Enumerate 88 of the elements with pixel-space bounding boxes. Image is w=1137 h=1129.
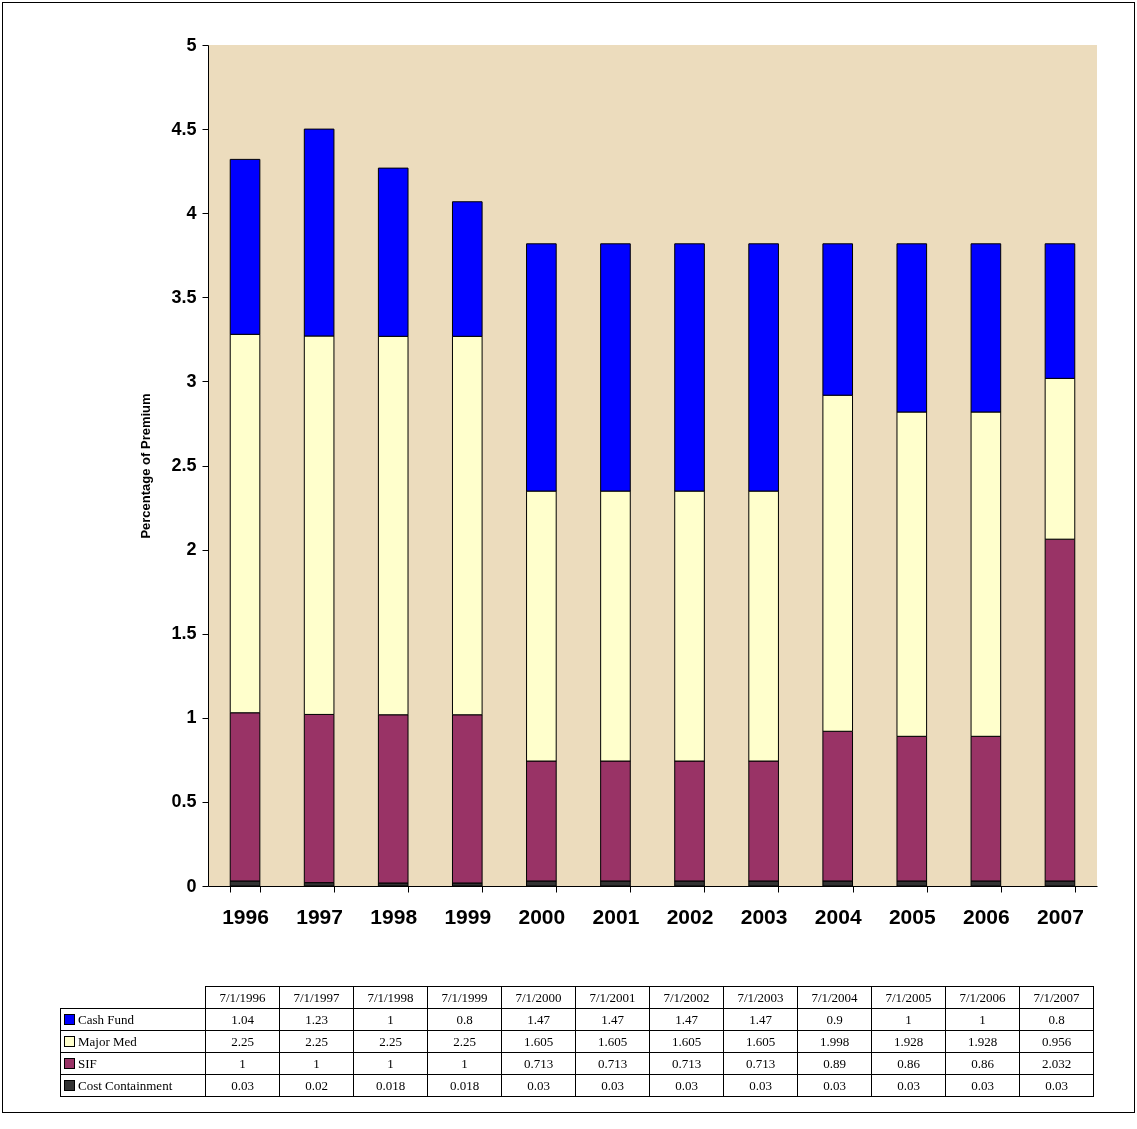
data-label: 0.03 [723,1074,798,1097]
data-label: 1.605 [649,1030,724,1053]
data-label: 0.018 [353,1074,428,1097]
data-label: 0.86 [871,1052,946,1075]
data-label: 0.03 [205,1074,280,1097]
data-label: 1 [427,1052,502,1075]
data-label: 1.47 [649,1008,724,1031]
data-label: 1.04 [205,1008,280,1031]
x-tick-label: 2000 [518,904,566,928]
text: 7/1/2001 [575,986,650,1009]
x-tick-label: 1996 [222,904,269,928]
data-label: 0.03 [871,1074,946,1097]
data-label: 0.03 [575,1074,650,1097]
data-label: 1.998 [797,1030,872,1053]
x-tick-label: 1999 [444,904,492,928]
x-tick-label: 2003 [740,904,788,928]
x-tick-label: 1997 [296,904,343,928]
text: 7/1/2005 [871,986,946,1009]
x-tick-label: 2007 [1037,904,1084,928]
data-label: 0.89 [797,1052,872,1075]
text: 7/1/2004 [797,986,872,1009]
legend-label: Major Med [60,1030,206,1053]
data-label: 1 [353,1052,428,1075]
data-label: 1 [205,1052,280,1075]
data-label: 1 [279,1052,354,1075]
data-label: 1.47 [723,1008,798,1031]
text: 7/1/1998 [353,986,428,1009]
data-label: 0.8 [427,1008,502,1031]
data-label: 0.02 [279,1074,354,1097]
y-tick-label: 4 [186,202,197,223]
data-label: 1.47 [501,1008,576,1031]
y-axis-title: Percentage of Premium [138,393,154,539]
x-tick-label: 2006 [963,904,1010,928]
data-label: 0.03 [945,1074,1020,1097]
y-tick-label: 3 [186,370,197,391]
text: 7/1/2003 [723,986,798,1009]
data-label: 2.032 [1019,1052,1094,1075]
data-label: 0.86 [945,1052,1020,1075]
text: 7/1/2002 [649,986,724,1009]
y-tick-label: 0 [186,875,197,896]
x-tick-label: 2001 [592,904,640,928]
text: 7/1/1996 [205,986,280,1009]
data-label: 2.25 [279,1030,354,1053]
data-label: 1 [945,1008,1020,1031]
data-label: 2.25 [427,1030,502,1053]
x-tick-label: 2004 [814,904,862,928]
y-tick-label: 5 [186,34,197,55]
data-label: 0.9 [797,1008,872,1031]
data-label: 0.713 [575,1052,650,1075]
data-label: 0.713 [501,1052,576,1075]
data-label: 0.713 [723,1052,798,1075]
data-label: 1.47 [575,1008,650,1031]
data-label: 1.928 [945,1030,1020,1053]
data-label: 1 [871,1008,946,1031]
y-tick-label: 3.5 [171,286,197,307]
data-label: 0.03 [501,1074,576,1097]
text: 7/1/2000 [501,986,576,1009]
data-label: 1.23 [279,1008,354,1031]
data-label: 1 [353,1008,428,1031]
data-label: 0.956 [1019,1030,1094,1053]
text: 7/1/2007 [1019,986,1094,1009]
y-tick-label: 1.5 [171,623,197,644]
y-tick-label: 2 [186,539,197,560]
y-tick-label: 1 [186,707,197,728]
data-label: 1.605 [501,1030,576,1053]
text: 7/1/2006 [945,986,1020,1009]
text: 7/1/1999 [427,986,502,1009]
data-label: 2.25 [205,1030,280,1053]
data-label: 0.03 [649,1074,724,1097]
y-tick-label: 0.5 [171,791,197,812]
data-label: 2.25 [353,1030,428,1053]
x-tick-label: 1998 [370,904,418,928]
y-tick-label: 2.5 [171,455,197,475]
data-label: 1.928 [871,1030,946,1053]
data-label: 0.018 [427,1074,502,1097]
legend-label: Cash Fund [60,1008,206,1031]
data-label: 0.03 [1019,1074,1094,1097]
data-label: 1.605 [575,1030,650,1053]
x-tick-label: 2002 [666,904,714,928]
data-label: 1.605 [723,1030,798,1053]
data-label: 0.03 [797,1074,872,1097]
y-tick-label: 4.5 [171,118,197,139]
x-tick-label: 2005 [888,904,936,928]
legend-label: Cost Containment [60,1074,206,1097]
data-label: 0.713 [649,1052,724,1075]
text: 7/1/1997 [279,986,354,1009]
legend-label: SIF [60,1052,206,1075]
data-label: 0.8 [1019,1008,1094,1031]
